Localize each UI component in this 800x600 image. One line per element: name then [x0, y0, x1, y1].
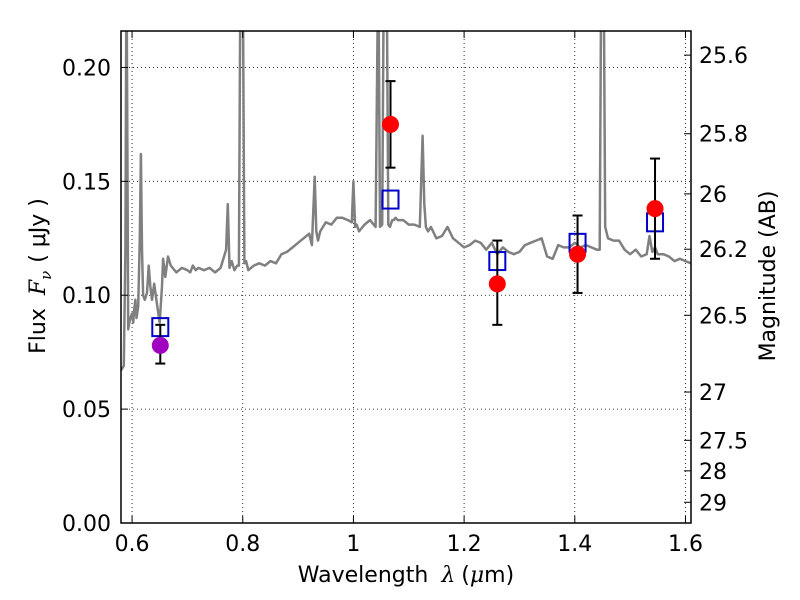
x-tick-label: 1.4	[557, 532, 592, 557]
y2-tick-label: 26	[699, 183, 727, 208]
y2-tick-label: 29	[699, 491, 727, 516]
y-tick-label: 0.10	[62, 284, 111, 309]
y2-tick-label: 25.6	[699, 44, 748, 69]
y2-tick-label: 26.5	[699, 304, 748, 329]
y-tick-label: 0.20	[62, 56, 111, 81]
y-tick-label: 0.00	[62, 512, 111, 537]
data-points-layer	[151, 80, 665, 365]
observed-flux-point	[488, 275, 506, 293]
observed-flux-point	[646, 200, 664, 218]
y2-tick-label: 26.2	[699, 238, 748, 263]
tick-labels: 0.6 0.8 1 1.2 1.4 1.6 0.00 0.05 0.10 0.15 0.20 25.6…	[62, 44, 748, 557]
y-axis-label: Flux Fν( μJy )	[26, 198, 55, 354]
observed-flux-point	[569, 245, 587, 263]
plot-frame	[120, 30, 692, 524]
x-tick-label: 1	[346, 532, 360, 557]
y2-axis-label: Magnitude (AB)	[756, 191, 781, 362]
y2-tick-label: 25.8	[699, 123, 748, 148]
y-tick-label: 0.15	[62, 170, 111, 195]
y2-tick-label: 27.5	[699, 429, 748, 454]
observed-flux-point	[151, 336, 169, 354]
x-tick-label: 0.8	[225, 532, 260, 557]
observed-flux-point	[382, 115, 400, 133]
y2-tick-label: 27	[699, 381, 727, 406]
x-tick-label: 1.2	[447, 532, 482, 557]
y2-tick-label: 28	[699, 460, 727, 485]
synthetic-flux-square	[381, 189, 400, 210]
x-tick-label: 0.6	[115, 532, 150, 557]
x-axis-label: Wavelength λ (μm)	[298, 563, 514, 588]
x-tick-label: 1.6	[668, 532, 703, 557]
y-tick-label: 0.05	[62, 398, 111, 423]
axis-ticks	[121, 31, 691, 524]
